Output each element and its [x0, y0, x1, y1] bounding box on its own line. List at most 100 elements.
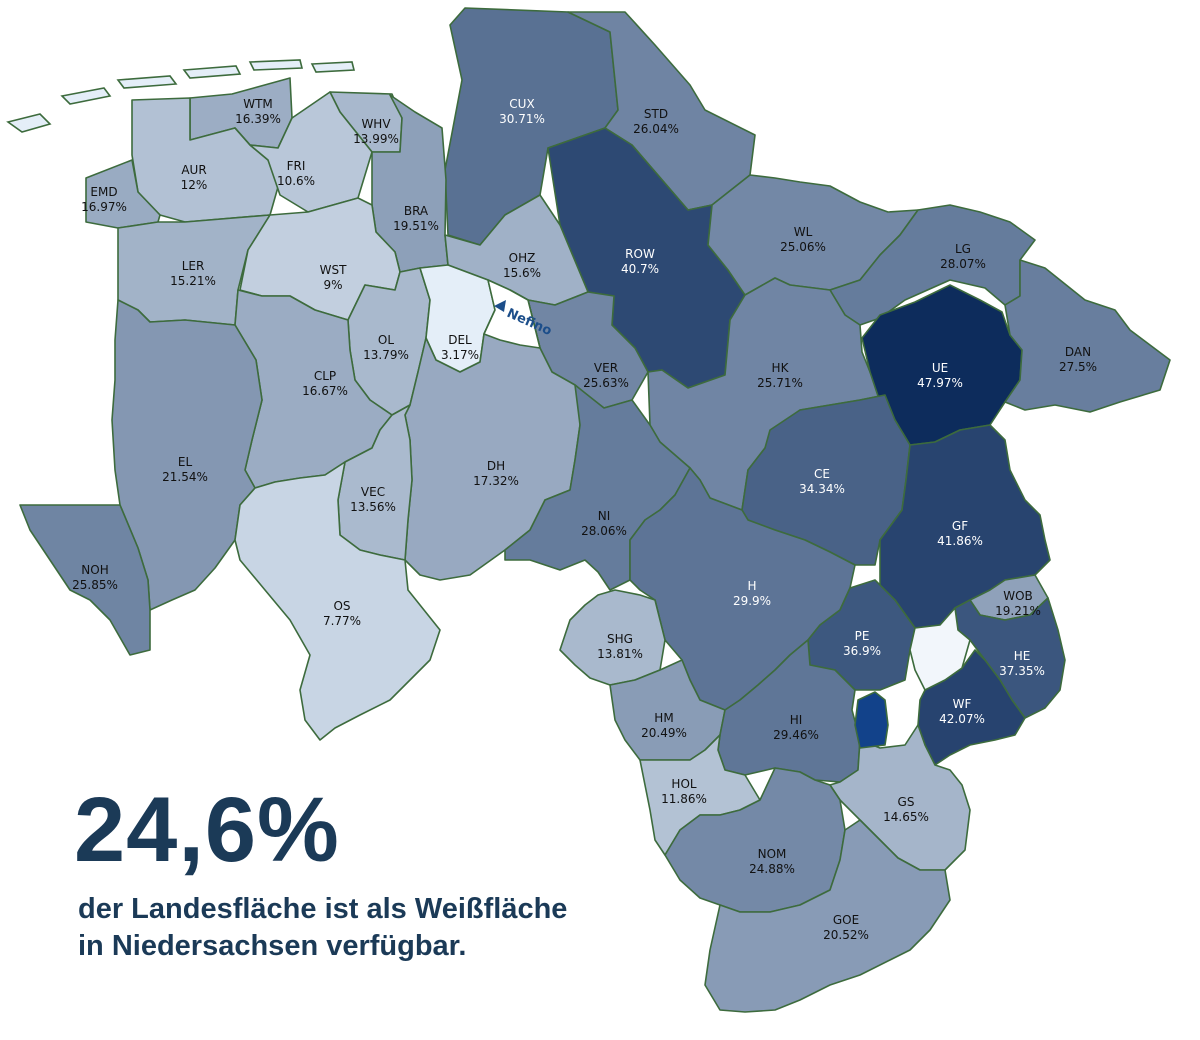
- district-value-wf: 42.07%: [939, 712, 985, 726]
- district-he: [954, 597, 1066, 719]
- district-code-wob: WOB: [1003, 589, 1033, 603]
- district-code-goe: GOE: [833, 913, 859, 927]
- district-value-os: 7.77%: [323, 614, 361, 628]
- district-code-row: ROW: [625, 247, 655, 261]
- district-code-wst: WST: [320, 263, 347, 277]
- district-noh: [19, 504, 151, 656]
- district-code-hol: HOL: [671, 777, 696, 791]
- district-code-dh: DH: [487, 459, 505, 473]
- district-value-row: 40.7%: [621, 262, 659, 276]
- district-code-gf: GF: [952, 519, 968, 533]
- district-value-gf: 41.86%: [937, 534, 983, 548]
- district-value-ver: 25.63%: [583, 376, 629, 390]
- district-value-shg: 13.81%: [597, 647, 643, 661]
- district-code-os: OS: [333, 599, 350, 613]
- district-code-ohz: OHZ: [509, 251, 536, 265]
- district-value-hk: 25.71%: [757, 376, 803, 390]
- district-dan: [1004, 259, 1171, 413]
- district-value-wtm: 16.39%: [235, 112, 281, 126]
- district-code-whv: WHV: [361, 117, 391, 131]
- district-code-aur: AUR: [181, 163, 206, 177]
- district-code-bra: BRA: [404, 204, 429, 218]
- district-code-ler: LER: [182, 259, 205, 273]
- district-shg: [559, 589, 666, 686]
- district-value-hol: 11.86%: [661, 792, 707, 806]
- district-value-hi: 29.46%: [773, 728, 819, 742]
- district-code-cux: CUX: [509, 97, 534, 111]
- district-value-el: 21.54%: [162, 470, 208, 484]
- district-ni: [504, 384, 691, 591]
- district-os: [234, 461, 441, 741]
- district-code-nom: NOM: [758, 847, 787, 861]
- district-code-el: EL: [178, 455, 193, 469]
- district-code-ce: CE: [814, 467, 830, 481]
- district-value-fri: 10.6%: [277, 174, 315, 188]
- district-goe: [704, 819, 951, 1013]
- district-value-gs: 14.65%: [883, 810, 929, 824]
- district-code-noh: NOH: [81, 563, 108, 577]
- district-value-ohz: 15.6%: [503, 266, 541, 280]
- nefino-logo-mark: [494, 300, 506, 312]
- district-code-vec: VEC: [361, 485, 385, 499]
- district-value-del: 3.17%: [441, 348, 479, 362]
- district-code-wf: WF: [953, 697, 972, 711]
- district-code-hi: HI: [790, 713, 803, 727]
- district-value-noh: 25.85%: [72, 578, 118, 592]
- district-lg: [829, 204, 1036, 326]
- district-value-h: 29.9%: [733, 594, 771, 608]
- district-value-lg: 28.07%: [940, 257, 986, 271]
- district-code-clp: CLP: [314, 369, 336, 383]
- wob-white-area: [909, 607, 971, 691]
- district-value-goe: 20.52%: [823, 928, 869, 942]
- district-code-he: HE: [1014, 649, 1031, 663]
- district-code-dan: DAN: [1065, 345, 1091, 359]
- district-code-gs: GS: [898, 795, 915, 809]
- district-code-ver: VER: [594, 361, 618, 375]
- district-value-wst: 9%: [323, 278, 342, 292]
- district-value-aur: 12%: [181, 178, 208, 192]
- district-value-nom: 24.88%: [749, 862, 795, 876]
- district-value-ler: 15.21%: [170, 274, 216, 288]
- district-value-clp: 16.67%: [302, 384, 348, 398]
- district-value-bra: 19.51%: [393, 219, 439, 233]
- district-value-whv: 13.99%: [353, 132, 399, 146]
- district-value-std: 26.04%: [633, 122, 679, 136]
- district-value-vec: 13.56%: [350, 500, 396, 514]
- district-code-ni: NI: [598, 509, 611, 523]
- district-value-wl: 25.06%: [780, 240, 826, 254]
- district-value-dan: 27.5%: [1059, 360, 1097, 374]
- district-value-dh: 17.32%: [473, 474, 519, 488]
- district-value-ce: 34.34%: [799, 482, 845, 496]
- district-value-ni: 28.06%: [581, 524, 627, 538]
- district-code-wtm: WTM: [243, 97, 273, 111]
- district-value-pe: 36.9%: [843, 644, 881, 658]
- district-el: [111, 299, 263, 611]
- district-value-ue: 47.97%: [917, 376, 963, 390]
- headline-value: 24,6%: [74, 779, 340, 881]
- headline-line-1: der Landesfläche ist als Weißfläche: [78, 893, 568, 925]
- district-code-del: DEL: [448, 333, 472, 347]
- district-code-shg: SHG: [607, 632, 633, 646]
- bremen-area: [483, 279, 541, 349]
- district-value-cux: 30.71%: [499, 112, 545, 126]
- district-code-hk: HK: [772, 361, 790, 375]
- district-value-wob: 19.21%: [995, 604, 1041, 618]
- salzgitter-exclave: [854, 691, 889, 749]
- district-code-pe: PE: [855, 629, 870, 643]
- east-frisian-islands: [6, 59, 356, 133]
- district-code-ue: UE: [932, 361, 948, 375]
- district-code-h: H: [747, 579, 756, 593]
- district-emd: [85, 159, 161, 229]
- district-code-ol: OL: [378, 333, 394, 347]
- district-value-emd: 16.97%: [81, 200, 127, 214]
- district-value-he: 37.35%: [999, 664, 1045, 678]
- district-code-emd: EMD: [90, 185, 117, 199]
- district-value-ol: 13.79%: [363, 348, 409, 362]
- district-code-hm: HM: [654, 711, 673, 725]
- districts-layer: [19, 7, 1171, 1013]
- district-value-hm: 20.49%: [641, 726, 687, 740]
- district-code-wl: WL: [794, 225, 813, 239]
- district-code-std: STD: [644, 107, 668, 121]
